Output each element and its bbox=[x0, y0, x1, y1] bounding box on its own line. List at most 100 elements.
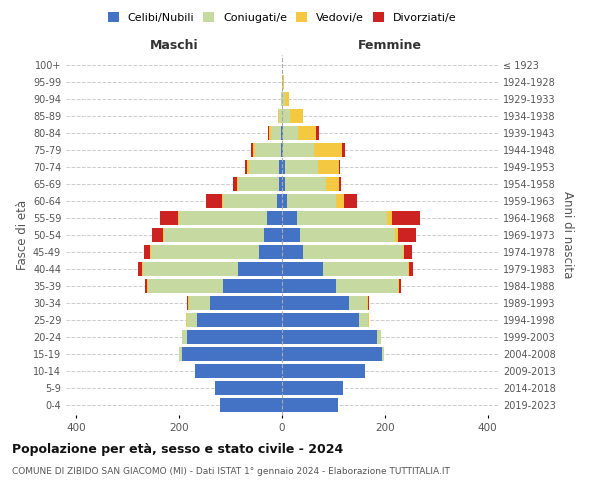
Bar bbox=[368, 312, 370, 327]
Bar bbox=[255, 143, 281, 158]
Bar bbox=[143, 245, 150, 259]
Bar bbox=[336, 194, 344, 208]
Bar bbox=[253, 143, 255, 158]
Bar bbox=[163, 228, 164, 242]
Bar bbox=[382, 346, 385, 361]
Bar bbox=[223, 194, 277, 208]
Bar bbox=[277, 194, 282, 208]
Bar bbox=[282, 228, 300, 242]
Bar bbox=[237, 177, 238, 192]
Bar bbox=[399, 278, 401, 293]
Bar bbox=[282, 245, 302, 259]
Bar bbox=[164, 228, 264, 242]
Bar bbox=[280, 160, 282, 174]
Bar bbox=[359, 312, 368, 327]
Bar bbox=[282, 398, 338, 412]
Bar bbox=[283, 75, 284, 90]
Bar bbox=[398, 228, 416, 242]
Bar bbox=[314, 143, 342, 158]
Bar bbox=[326, 177, 338, 192]
Bar bbox=[259, 245, 282, 259]
Bar bbox=[233, 177, 237, 192]
Bar bbox=[266, 211, 282, 225]
Bar bbox=[223, 278, 282, 293]
Bar bbox=[342, 143, 345, 158]
Bar bbox=[186, 312, 187, 327]
Bar bbox=[282, 160, 284, 174]
Bar bbox=[282, 262, 323, 276]
Bar bbox=[282, 364, 365, 378]
Bar bbox=[284, 177, 326, 192]
Bar bbox=[280, 177, 282, 192]
Bar bbox=[338, 160, 340, 174]
Bar bbox=[282, 92, 284, 106]
Bar bbox=[282, 109, 290, 124]
Bar bbox=[278, 109, 280, 124]
Bar bbox=[179, 346, 182, 361]
Bar bbox=[398, 278, 399, 293]
Bar bbox=[188, 296, 190, 310]
Bar bbox=[287, 194, 336, 208]
Bar bbox=[182, 330, 187, 344]
Bar bbox=[238, 177, 280, 192]
Bar bbox=[395, 228, 398, 242]
Bar bbox=[251, 143, 253, 158]
Bar bbox=[284, 92, 289, 106]
Bar bbox=[283, 126, 298, 140]
Bar bbox=[316, 126, 319, 140]
Bar bbox=[300, 228, 395, 242]
Bar bbox=[282, 346, 382, 361]
Bar bbox=[206, 194, 222, 208]
Bar bbox=[138, 262, 142, 276]
Bar bbox=[281, 143, 282, 158]
Bar bbox=[284, 160, 318, 174]
Bar bbox=[336, 278, 398, 293]
Bar bbox=[408, 262, 409, 276]
Text: Maschi: Maschi bbox=[149, 38, 199, 52]
Bar bbox=[145, 278, 147, 293]
Bar bbox=[281, 126, 282, 140]
Bar bbox=[190, 296, 210, 310]
Bar bbox=[388, 211, 392, 225]
Y-axis label: Anni di nascita: Anni di nascita bbox=[561, 192, 574, 278]
Bar bbox=[210, 296, 282, 310]
Bar bbox=[298, 126, 316, 140]
Bar bbox=[179, 211, 266, 225]
Bar bbox=[281, 92, 282, 106]
Bar bbox=[282, 75, 283, 90]
Bar bbox=[150, 245, 151, 259]
Legend: Celibi/Nubili, Coniugati/e, Vedovi/e, Divorziati/e: Celibi/Nubili, Coniugati/e, Vedovi/e, Di… bbox=[106, 10, 458, 25]
Bar bbox=[282, 126, 283, 140]
Bar bbox=[147, 278, 148, 293]
Bar bbox=[282, 177, 284, 192]
Text: COMUNE DI ZIBIDO SAN GIACOMO (MI) - Dati ISTAT 1° gennaio 2024 - Elaborazione TU: COMUNE DI ZIBIDO SAN GIACOMO (MI) - Dati… bbox=[12, 468, 450, 476]
Bar bbox=[282, 296, 349, 310]
Bar bbox=[302, 245, 403, 259]
Bar bbox=[194, 364, 282, 378]
Bar bbox=[269, 126, 271, 140]
Bar bbox=[197, 312, 282, 327]
Bar bbox=[282, 211, 298, 225]
Bar bbox=[245, 160, 247, 174]
Bar bbox=[187, 312, 197, 327]
Bar bbox=[268, 126, 269, 140]
Bar bbox=[282, 278, 336, 293]
Bar bbox=[282, 330, 377, 344]
Bar bbox=[367, 296, 368, 310]
Bar bbox=[151, 245, 259, 259]
Bar bbox=[282, 312, 359, 327]
Bar bbox=[248, 160, 280, 174]
Bar bbox=[143, 262, 238, 276]
Bar bbox=[215, 380, 282, 395]
Bar bbox=[238, 262, 282, 276]
Bar bbox=[290, 109, 302, 124]
Bar bbox=[160, 211, 178, 225]
Bar bbox=[220, 398, 282, 412]
Bar bbox=[264, 228, 282, 242]
Bar bbox=[323, 262, 408, 276]
Bar bbox=[142, 262, 143, 276]
Bar bbox=[222, 194, 223, 208]
Bar bbox=[403, 245, 404, 259]
Bar bbox=[280, 109, 282, 124]
Bar bbox=[282, 380, 343, 395]
